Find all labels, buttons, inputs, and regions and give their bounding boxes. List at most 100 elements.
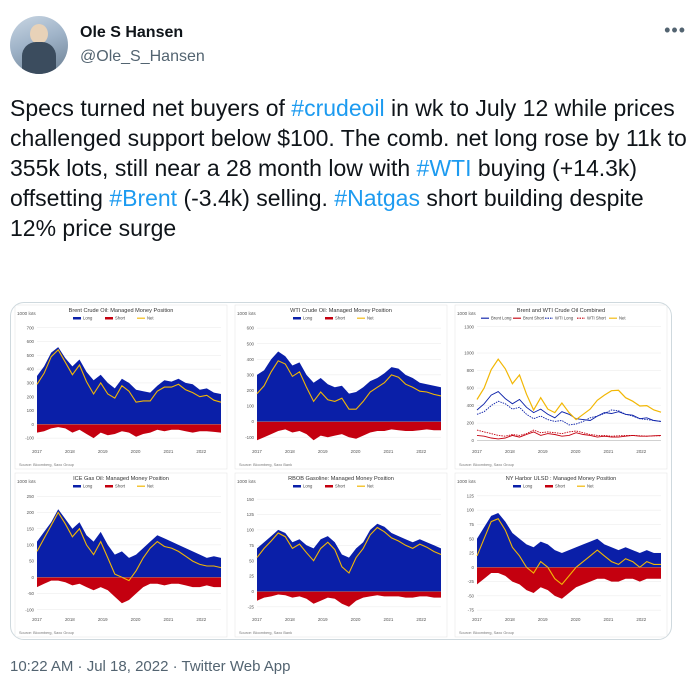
y-tick-label: 150: [27, 526, 35, 531]
y-tick-label: 600: [467, 386, 475, 391]
chart-panel: Brent Crude Oil: Managed Money Position1…: [15, 305, 227, 469]
x-tick-label: 2022: [196, 617, 206, 622]
x-tick-label: 2019: [98, 449, 108, 454]
legend-label: Net: [367, 484, 374, 489]
y-tick-label: 300: [247, 372, 255, 377]
y-tick-label: -100: [25, 436, 34, 441]
chart-title: RBOB Gasoline: Managed Money Position: [288, 476, 394, 482]
legend-label: WTI Long: [555, 316, 574, 321]
legend-label: Brent Short: [523, 316, 545, 321]
legend-label: Short: [555, 484, 566, 489]
hashtag-crudeoil[interactable]: #crudeoil: [291, 95, 384, 121]
y-tick-label: 800: [467, 368, 475, 373]
x-tick-label: 2017: [252, 449, 262, 454]
author-handle[interactable]: @Ole_S_Hansen: [80, 48, 205, 66]
legend-swatch: [73, 317, 81, 320]
x-tick-label: 2020: [351, 617, 361, 622]
y-tick-label: 100: [247, 528, 255, 533]
y-tick-label: -50: [28, 591, 35, 596]
x-tick-label: 2021: [164, 449, 174, 454]
chart-source: Source: Bloomberg, Saxo Group: [19, 631, 74, 635]
hashtag-wti[interactable]: #WTI: [417, 155, 472, 181]
hashtag-brent[interactable]: #Brent: [109, 185, 177, 211]
legend-label: Net: [619, 316, 626, 321]
x-tick-label: 2019: [318, 617, 328, 622]
x-tick-label: 2022: [196, 449, 206, 454]
legend-swatch: [73, 485, 81, 488]
y-tick-label: 400: [27, 367, 35, 372]
chart-panel: RBOB Gasoline: Managed Money Position 100…: [235, 473, 447, 637]
legend-label: WTI Short: [587, 316, 607, 321]
y-tick-label: 400: [467, 403, 475, 408]
legend-label: Brent Long: [491, 316, 512, 321]
legend-label: Long: [83, 484, 93, 489]
tweet-header: Ole S Hansen @Ole_S_Hansen •••: [10, 10, 690, 74]
legend-swatch: [105, 485, 113, 488]
y-tick-label: -50: [468, 593, 475, 598]
author-name[interactable]: Ole S Hansen: [80, 24, 183, 42]
tweet-timestamp[interactable]: 10:22 AM · Jul 18, 2022 · Twitter Web Ap…: [10, 658, 290, 675]
x-tick-label: 2018: [505, 449, 515, 454]
chart-title: ICE Gas Oil: Managed Money Position: [73, 476, 169, 482]
x-tick-label: 2022: [416, 449, 426, 454]
y-tick-label: 100: [247, 404, 255, 409]
y-tick-label: 1300: [464, 324, 474, 329]
y-tick-label: 100: [27, 542, 35, 547]
y-tick-label: -100: [25, 607, 34, 612]
chart-source: Source: Bloomberg, Saxo Group: [19, 463, 74, 467]
legend-label: Short: [335, 316, 346, 321]
chart-title: WTI Crude Oil: Managed Money Position: [290, 308, 392, 314]
x-tick-label: 2019: [318, 449, 328, 454]
x-tick-label: 2021: [164, 617, 174, 622]
x-tick-label: 2020: [571, 617, 581, 622]
avatar-body-shape: [22, 42, 56, 74]
y-tick-label: 200: [467, 421, 475, 426]
y-tick-label: 50: [29, 559, 34, 564]
x-tick-label: 2021: [384, 617, 394, 622]
x-tick-label: 2021: [604, 449, 614, 454]
x-tick-label: 2017: [32, 617, 42, 622]
hashtag-natgas[interactable]: #Natgas: [334, 185, 420, 211]
x-tick-label: 2018: [505, 617, 515, 622]
chart-frame: [455, 305, 667, 469]
legend-swatch: [293, 317, 301, 320]
y-tick-label: 125: [247, 512, 255, 517]
x-tick-label: 2018: [65, 449, 75, 454]
y-tick-label: 25: [469, 551, 474, 556]
tweet-media-image[interactable]: Brent Crude Oil: Managed Money Position 1…: [10, 302, 672, 640]
x-tick-label: 2018: [65, 617, 75, 622]
y-tick-label: -25: [248, 604, 255, 609]
x-tick-label: 2017: [472, 449, 482, 454]
chart-source: Source: Bloomberg, Saxo Bank: [239, 463, 292, 467]
y-tick-label: 50: [249, 558, 254, 563]
y-tick-label: 200: [27, 394, 35, 399]
more-horizontal-icon[interactable]: •••: [664, 24, 686, 36]
legend-swatch: [513, 485, 521, 488]
legend-label: Net: [367, 316, 374, 321]
avatar[interactable]: [10, 16, 68, 74]
chart-ylabel: 1000 lots: [457, 479, 476, 484]
legend-swatch: [105, 317, 113, 320]
chart-source: Source: Bloomberg, Saxo Group: [459, 463, 514, 467]
y-tick-label: 400: [247, 357, 255, 362]
legend-label: Short: [115, 316, 126, 321]
x-tick-label: 2020: [351, 449, 361, 454]
y-tick-label: 200: [247, 388, 255, 393]
x-tick-label: 2017: [32, 449, 42, 454]
chart-title: Brent Crude Oil: Managed Money Position: [69, 308, 174, 314]
y-tick-label: 25: [249, 574, 254, 579]
x-tick-label: 2019: [98, 617, 108, 622]
chart-panel: NY Harbor ULSD : Managed Money Position 1…: [455, 473, 667, 637]
x-tick-label: 2019: [538, 449, 548, 454]
x-tick-label: 2020: [131, 617, 141, 622]
chart-ylabel: 1000 lots: [237, 311, 256, 316]
legend-swatch: [325, 317, 333, 320]
x-tick-label: 2017: [252, 617, 262, 622]
y-tick-label: -75: [468, 608, 475, 613]
chart-source: Source: Bloomberg, Saxo Group: [459, 631, 514, 635]
x-tick-label: 2021: [604, 617, 614, 622]
x-tick-label: 2017: [472, 617, 482, 622]
legend-label: Net: [147, 316, 154, 321]
legend-swatch: [293, 485, 301, 488]
legend-swatch: [325, 485, 333, 488]
